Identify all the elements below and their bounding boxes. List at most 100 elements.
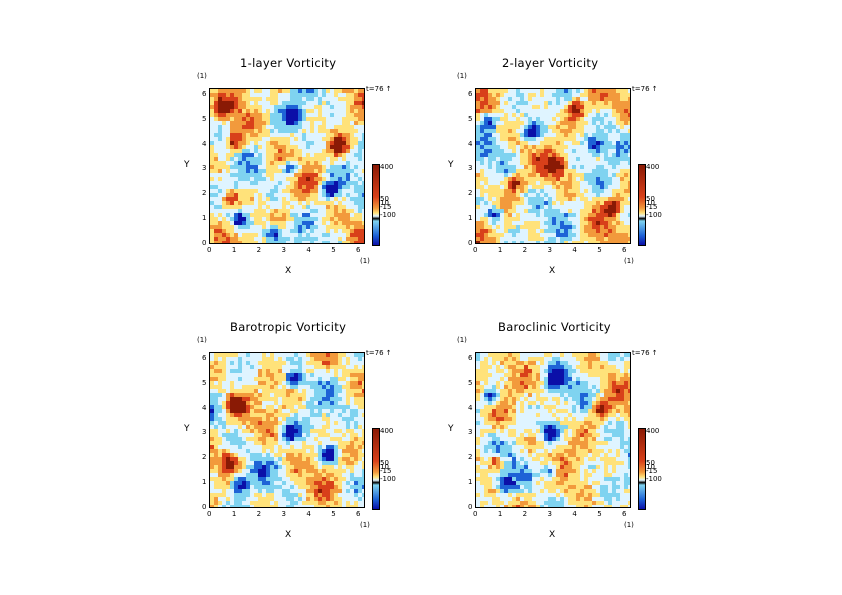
- heatmap-cell: [564, 105, 569, 110]
- heatmap-cell: [258, 177, 263, 182]
- heatmap-cell: [266, 445, 271, 450]
- heatmap-cell: [334, 461, 339, 466]
- heatmap-cell: [258, 389, 263, 394]
- heatmap-cell: [250, 189, 255, 194]
- heatmap-cell: [338, 437, 343, 442]
- heatmap-cell: [362, 241, 364, 243]
- heatmap-cell: [484, 241, 489, 243]
- heatmap-cell: [306, 89, 311, 94]
- heatmap-cell: [520, 221, 525, 226]
- heatmap-cell: [238, 145, 243, 150]
- heatmap-cell: [278, 185, 283, 190]
- heatmap-cell: [310, 117, 315, 122]
- heatmap-cell: [338, 113, 343, 118]
- heatmap-cell: [318, 133, 323, 138]
- heatmap-cell: [218, 377, 223, 382]
- heatmap-cell: [536, 169, 541, 174]
- heatmap-cell: [230, 409, 235, 414]
- heatmap-cell: [496, 449, 501, 454]
- heatmap-cell: [334, 229, 339, 234]
- heatmap-cell: [334, 425, 339, 430]
- heatmap-cell: [326, 105, 331, 110]
- heatmap-cell: [266, 117, 271, 122]
- heatmap-cell: [500, 401, 505, 406]
- heatmap-cell: [476, 497, 481, 502]
- heatmap-cell: [218, 465, 223, 470]
- heatmap-cell: [544, 109, 549, 114]
- heatmap-cell: [588, 157, 593, 162]
- heatmap-cell: [290, 105, 295, 110]
- heatmap-cell: [334, 241, 339, 243]
- heatmap-cell: [214, 493, 219, 498]
- y-tick-label: 3: [468, 164, 473, 173]
- heatmap-cell: [560, 133, 565, 138]
- heatmap-cell: [338, 141, 343, 146]
- y-axis-label: Y: [448, 424, 454, 434]
- heatmap-cell: [282, 453, 287, 458]
- heatmap-cell: [600, 185, 605, 190]
- heatmap-cell: [338, 413, 343, 418]
- colorbar-label: 50: [380, 195, 389, 203]
- heatmap-cell: [286, 101, 291, 106]
- heatmap-cell: [504, 469, 509, 474]
- heatmap-cell: [484, 121, 489, 126]
- heatmap-cell: [334, 501, 339, 506]
- heatmap-cell: [592, 169, 597, 174]
- heatmap-cell: [544, 145, 549, 150]
- heatmap-cell: [476, 145, 481, 150]
- heatmap-cell: [306, 361, 311, 366]
- heatmap-cell: [362, 109, 364, 114]
- heatmap-cell: [314, 201, 319, 206]
- heatmap-cell: [282, 413, 287, 418]
- heatmap-cell: [266, 493, 271, 498]
- heatmap-cell: [214, 357, 219, 362]
- heatmap-cell: [528, 141, 533, 146]
- heatmap-cell: [330, 401, 335, 406]
- heatmap-cell: [572, 121, 577, 126]
- heatmap-cell: [540, 185, 545, 190]
- heatmap-cell: [334, 201, 339, 206]
- heatmap-cell: [338, 357, 343, 362]
- heatmap-cell: [500, 193, 505, 198]
- heatmap-cell: [488, 361, 493, 366]
- heatmap-cell: [234, 393, 239, 398]
- heatmap-cell: [354, 165, 359, 170]
- heatmap-cell: [258, 457, 263, 462]
- heatmap-cell: [210, 169, 215, 174]
- heatmap-cell: [346, 385, 351, 390]
- heatmap-cell: [246, 237, 251, 242]
- heatmap-cell: [560, 137, 565, 142]
- heatmap-cell: [500, 357, 505, 362]
- heatmap-cell: [588, 185, 593, 190]
- heatmap-cell: [592, 165, 597, 170]
- heatmap-cell: [508, 437, 513, 442]
- heatmap-cell: [210, 425, 215, 430]
- heatmap-cell: [262, 425, 267, 430]
- heatmap-cell: [222, 237, 227, 242]
- heatmap-cell: [604, 229, 609, 234]
- heatmap-cell: [310, 105, 315, 110]
- heatmap-cell: [476, 425, 481, 430]
- heatmap-cell: [342, 197, 347, 202]
- heatmap-cell: [334, 165, 339, 170]
- heatmap-cell: [234, 173, 239, 178]
- heatmap-cell: [532, 233, 537, 238]
- heatmap-cell: [290, 109, 295, 114]
- heatmap-cell: [338, 497, 343, 502]
- heatmap-cell: [504, 449, 509, 454]
- heatmap-cell: [262, 89, 267, 94]
- heatmap-cell: [318, 225, 323, 230]
- heatmap-cell: [604, 89, 609, 94]
- heatmap-cell: [310, 445, 315, 450]
- heatmap-cell: [274, 149, 279, 154]
- heatmap-cell: [294, 425, 299, 430]
- heatmap-cell: [310, 149, 315, 154]
- heatmap-cell: [516, 197, 521, 202]
- y-tick-label: 5: [468, 114, 473, 123]
- heatmap-cell: [282, 237, 287, 242]
- heatmap-cell: [476, 237, 481, 242]
- heatmap-cell: [624, 193, 629, 198]
- heatmap-cell: [266, 389, 271, 394]
- heatmap-cell: [218, 373, 223, 378]
- heatmap-cell: [362, 117, 364, 122]
